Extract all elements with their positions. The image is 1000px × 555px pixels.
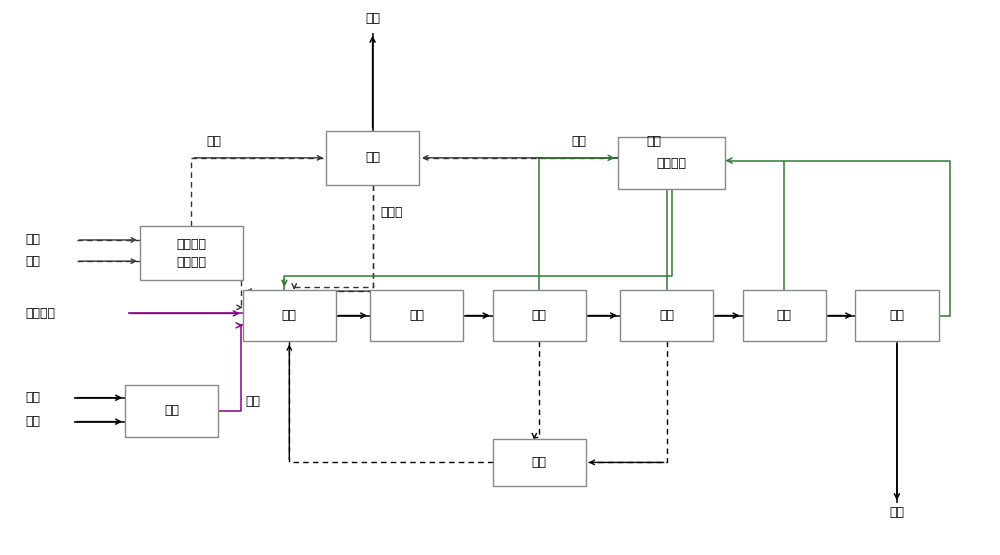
Text: 磷酸: 磷酸 bbox=[26, 415, 41, 428]
FancyBboxPatch shape bbox=[370, 290, 463, 341]
FancyBboxPatch shape bbox=[743, 290, 826, 341]
FancyBboxPatch shape bbox=[620, 290, 713, 341]
FancyBboxPatch shape bbox=[140, 226, 243, 280]
Text: 预中和槽
（闲置）: 预中和槽 （闲置） bbox=[176, 238, 206, 269]
Text: 洗涤液: 洗涤液 bbox=[380, 206, 403, 219]
Text: 包裹: 包裹 bbox=[889, 309, 904, 322]
Text: 收尘: 收尘 bbox=[571, 135, 586, 148]
Text: 返料: 返料 bbox=[245, 395, 260, 408]
Text: 液氨: 液氨 bbox=[26, 391, 41, 404]
Text: 排空: 排空 bbox=[365, 12, 380, 24]
FancyBboxPatch shape bbox=[493, 440, 586, 486]
Text: 二次补氨: 二次补氨 bbox=[26, 307, 56, 320]
Text: 磷酸: 磷酸 bbox=[26, 234, 41, 246]
Text: 破碎: 破碎 bbox=[532, 456, 547, 469]
Text: 冷却: 冷却 bbox=[777, 309, 792, 322]
FancyBboxPatch shape bbox=[493, 290, 586, 341]
Text: 尾气: 尾气 bbox=[647, 135, 662, 148]
Text: 成品: 成品 bbox=[889, 506, 904, 519]
Text: 旋风分离: 旋风分离 bbox=[656, 157, 686, 170]
Text: 尾气: 尾气 bbox=[206, 135, 221, 148]
Text: 细筛: 细筛 bbox=[659, 309, 674, 322]
Text: 干燥: 干燥 bbox=[409, 309, 424, 322]
Text: 造料: 造料 bbox=[282, 309, 297, 322]
Text: 管反: 管反 bbox=[164, 404, 179, 417]
Text: 液氨: 液氨 bbox=[26, 255, 41, 268]
FancyBboxPatch shape bbox=[326, 130, 419, 185]
FancyBboxPatch shape bbox=[125, 385, 218, 437]
Text: 粗筛: 粗筛 bbox=[532, 309, 547, 322]
FancyBboxPatch shape bbox=[243, 290, 336, 341]
FancyBboxPatch shape bbox=[855, 290, 939, 341]
Text: 洗涤: 洗涤 bbox=[365, 152, 380, 164]
FancyBboxPatch shape bbox=[618, 138, 725, 189]
